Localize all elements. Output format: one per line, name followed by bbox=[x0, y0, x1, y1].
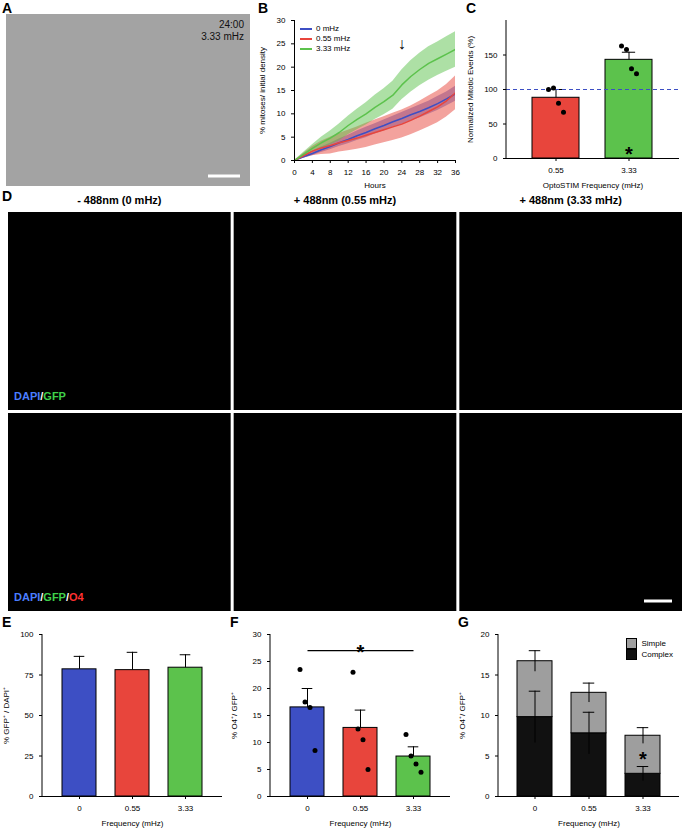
svg-text:30: 30 bbox=[253, 630, 262, 639]
html-text:0 mHz: 0 mHz bbox=[316, 24, 340, 33]
svg-text:25: 25 bbox=[25, 752, 34, 761]
svg-text:% O4⁺/ GFP⁺: % O4⁺/ GFP⁺ bbox=[230, 692, 239, 739]
html-text:3.33 mHz: 3.33 mHz bbox=[316, 44, 351, 53]
svg-text:15: 15 bbox=[253, 711, 262, 720]
svg-text:20: 20 bbox=[253, 684, 262, 693]
svg-text:3.33: 3.33 bbox=[178, 804, 194, 813]
svg-text:*: * bbox=[639, 748, 647, 770]
svg-text:0.55: 0.55 bbox=[548, 166, 564, 175]
svg-text:0: 0 bbox=[257, 792, 262, 801]
svg-text:8: 8 bbox=[328, 168, 333, 177]
svg-text:0: 0 bbox=[493, 154, 498, 163]
svg-text:% GFP⁺ / DAPI⁺: % GFP⁺ / DAPI⁺ bbox=[2, 687, 11, 744]
html-text:Simple: Simple bbox=[641, 638, 666, 648]
svg-text:50: 50 bbox=[25, 711, 34, 720]
svg-text:15: 15 bbox=[277, 86, 286, 95]
svg-text:16: 16 bbox=[362, 168, 371, 177]
svg-text:0: 0 bbox=[533, 804, 538, 813]
svg-text:↓: ↓ bbox=[398, 35, 406, 52]
html-text:F: F bbox=[230, 614, 239, 630]
svg-text:3.33 mHz: 3.33 mHz bbox=[201, 31, 244, 42]
svg-text:24: 24 bbox=[397, 168, 406, 177]
svg-text:3.33: 3.33 bbox=[635, 804, 651, 813]
svg-text:28: 28 bbox=[415, 168, 424, 177]
svg-text:5: 5 bbox=[281, 133, 286, 142]
svg-text:0.55: 0.55 bbox=[581, 804, 597, 813]
svg-text:0: 0 bbox=[305, 804, 310, 813]
svg-text:Frequency (mHz): Frequency (mHz) bbox=[330, 819, 392, 828]
html-text:C: C bbox=[466, 0, 477, 16]
svg-text:36: 36 bbox=[451, 168, 460, 177]
svg-text:0.55: 0.55 bbox=[353, 804, 369, 813]
svg-text:0: 0 bbox=[77, 804, 82, 813]
html-text:A: A bbox=[2, 0, 13, 16]
svg-text:+ 488nm (0.55 mHz): + 488nm (0.55 mHz) bbox=[294, 194, 397, 206]
svg-text:24:00: 24:00 bbox=[219, 19, 244, 30]
svg-text:10: 10 bbox=[481, 711, 490, 720]
svg-text:20: 20 bbox=[379, 168, 388, 177]
html-text:B: B bbox=[258, 0, 269, 16]
html-text:0.55 mHz: 0.55 mHz bbox=[316, 34, 351, 43]
svg-text:10: 10 bbox=[253, 738, 262, 747]
svg-text:Frequency (mHz): Frequency (mHz) bbox=[102, 819, 164, 828]
svg-text:DAPI/GFP: DAPI/GFP bbox=[14, 390, 66, 402]
svg-text:% O4⁺/ GFP⁺: % O4⁺/ GFP⁺ bbox=[458, 692, 467, 739]
svg-text:50: 50 bbox=[489, 120, 498, 129]
html-text:D: D bbox=[2, 188, 13, 204]
svg-text:30: 30 bbox=[277, 16, 286, 25]
svg-text:+ 488nm (3.33 mHz): + 488nm (3.33 mHz) bbox=[519, 194, 622, 206]
svg-text:5: 5 bbox=[485, 752, 490, 761]
svg-text:100: 100 bbox=[484, 85, 498, 94]
svg-text:5: 5 bbox=[257, 765, 262, 774]
svg-text:25: 25 bbox=[253, 657, 262, 666]
svg-text:25: 25 bbox=[277, 39, 286, 48]
svg-text:0: 0 bbox=[29, 792, 34, 801]
svg-text:Hours: Hours bbox=[364, 181, 385, 190]
svg-text:*: * bbox=[357, 641, 365, 663]
svg-text:150: 150 bbox=[484, 51, 498, 60]
svg-text:Normalized Mitotic Events (%): Normalized Mitotic Events (%) bbox=[466, 36, 475, 143]
svg-text:10: 10 bbox=[277, 109, 286, 118]
svg-text:0: 0 bbox=[281, 156, 286, 165]
svg-text:Frequency (mHz): Frequency (mHz) bbox=[558, 819, 620, 828]
svg-text:4: 4 bbox=[310, 168, 315, 177]
svg-text:0: 0 bbox=[292, 168, 297, 177]
html-text:Complex: Complex bbox=[641, 649, 673, 659]
svg-text:*: * bbox=[625, 143, 633, 165]
svg-text:3.33: 3.33 bbox=[406, 804, 422, 813]
svg-text:12: 12 bbox=[344, 168, 353, 177]
svg-text:- 488nm (0 mHz): - 488nm (0 mHz) bbox=[77, 194, 162, 206]
svg-text:20: 20 bbox=[277, 63, 286, 72]
svg-text:0: 0 bbox=[485, 792, 490, 801]
svg-text:15: 15 bbox=[481, 671, 490, 680]
svg-text:0.55: 0.55 bbox=[125, 804, 141, 813]
svg-text:OptoSTIM Frequency (mHz): OptoSTIM Frequency (mHz) bbox=[543, 181, 644, 190]
svg-text:100: 100 bbox=[20, 630, 34, 639]
svg-text:20: 20 bbox=[481, 630, 490, 639]
svg-text:3.33: 3.33 bbox=[621, 166, 637, 175]
svg-text:75: 75 bbox=[25, 671, 34, 680]
svg-text:32: 32 bbox=[433, 168, 442, 177]
svg-text:% mitoses/ initial density: % mitoses/ initial density bbox=[258, 47, 267, 134]
svg-text:DAPI/GFP/O4: DAPI/GFP/O4 bbox=[14, 591, 85, 603]
html-text:E: E bbox=[2, 614, 12, 630]
html-text:G: G bbox=[458, 614, 469, 630]
